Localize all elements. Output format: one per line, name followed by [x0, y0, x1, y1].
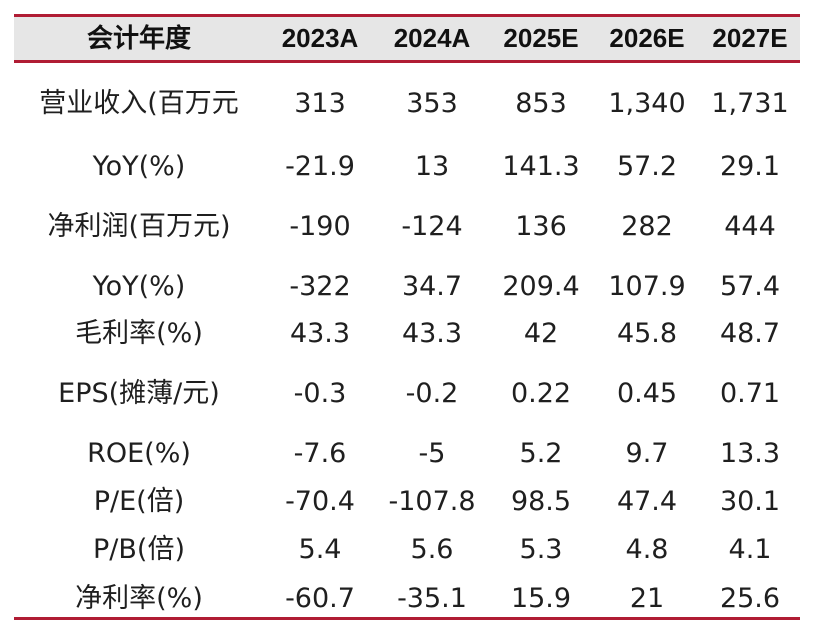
table-cell: 853	[515, 88, 567, 119]
table-cell: -190	[289, 211, 351, 242]
header-cell-2025e: 2025E	[503, 23, 579, 53]
table-cell: 107.9	[608, 271, 686, 302]
header-cell-year-label: 会计年度	[86, 23, 191, 53]
table-cell: -322	[289, 271, 351, 302]
table-cell: 45.8	[616, 318, 678, 349]
table-cell: -35.1	[397, 583, 467, 614]
table-cell: 47.4	[616, 486, 678, 517]
table-cell: -60.7	[285, 583, 355, 614]
table-cell: 34.7	[401, 271, 463, 302]
header-rule	[14, 60, 800, 63]
table-cell: 15.9	[510, 583, 572, 614]
header-cell-2023a: 2023A	[281, 23, 359, 53]
table-cell: 43.3	[289, 318, 351, 349]
table-cell: 5.3	[519, 534, 563, 565]
table-cell: 5.6	[410, 534, 454, 565]
table-cell: 13	[414, 151, 450, 182]
table-cell: -0.3	[293, 378, 347, 409]
table-cell: -70.4	[285, 486, 355, 517]
table-cell: 13.3	[719, 438, 781, 469]
header-cell-2027e: 2027E	[712, 23, 788, 53]
table-cell: -107.8	[388, 486, 476, 517]
table-cell: -7.6	[293, 438, 347, 469]
table-cell: 21	[629, 583, 665, 614]
row-label: ROE(%)	[87, 438, 191, 469]
table-cell: 25.6	[719, 583, 781, 614]
row-label: 净利率(%)	[75, 583, 203, 614]
table-cell: 5.2	[519, 438, 563, 469]
bottom-rule	[14, 617, 800, 620]
table-cell: 4.1	[728, 534, 772, 565]
table-cell: 48.7	[719, 318, 781, 349]
top-rule	[14, 14, 800, 17]
table-cell: 282	[621, 211, 673, 242]
table-cell: 141.3	[502, 151, 580, 182]
table-cell: 1,731	[711, 88, 789, 119]
table-cell: 42	[523, 318, 559, 349]
table-cell: 136	[515, 211, 567, 242]
header-cell-2026e: 2026E	[609, 23, 685, 53]
table-cell: 353	[406, 88, 458, 119]
table-cell: -124	[401, 211, 463, 242]
table-cell: 4.8	[625, 534, 669, 565]
row-label: EPS(摊薄/元)	[58, 378, 220, 409]
table-cell: 0.45	[616, 378, 678, 409]
table-cell: 1,340	[608, 88, 686, 119]
row-label: 毛利率(%)	[75, 318, 203, 349]
table-header: 会计年度 2023A 2024A 2025E 2026E 2027E	[14, 17, 800, 60]
table-cell: 43.3	[401, 318, 463, 349]
table-cell: 0.22	[510, 378, 572, 409]
row-label: 净利润(百万元)	[47, 211, 231, 242]
table-cell: 30.1	[719, 486, 781, 517]
table-cell: 313	[294, 88, 346, 119]
row-label: YoY(%)	[92, 151, 186, 182]
table-cell: 9.7	[625, 438, 669, 469]
table-cell: 0.71	[719, 378, 781, 409]
table-cell: 444	[724, 211, 776, 242]
row-label: 营业收入(百万元	[39, 88, 239, 119]
table-cell: 5.4	[298, 534, 342, 565]
header-cell-2024a: 2024A	[393, 23, 471, 53]
table-cell: 57.4	[719, 271, 781, 302]
row-label: YoY(%)	[92, 271, 186, 302]
table-cell: 98.5	[510, 486, 572, 517]
table-cell: -0.2	[405, 378, 459, 409]
table-cell: 29.1	[719, 151, 781, 182]
table-cell: -5	[418, 438, 446, 469]
row-label: P/B(倍)	[93, 534, 185, 565]
table-cell: 209.4	[502, 271, 580, 302]
table-cell: 57.2	[616, 151, 678, 182]
row-label: P/E(倍)	[93, 486, 185, 517]
table-cell: -21.9	[285, 151, 355, 182]
